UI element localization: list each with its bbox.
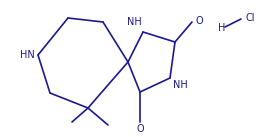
Text: NH: NH bbox=[173, 80, 188, 90]
Text: H: H bbox=[218, 23, 226, 33]
Text: O: O bbox=[136, 124, 144, 134]
Text: Cl: Cl bbox=[245, 13, 255, 23]
Text: NH: NH bbox=[127, 17, 142, 27]
Text: HN: HN bbox=[20, 50, 35, 60]
Text: O: O bbox=[195, 16, 202, 26]
